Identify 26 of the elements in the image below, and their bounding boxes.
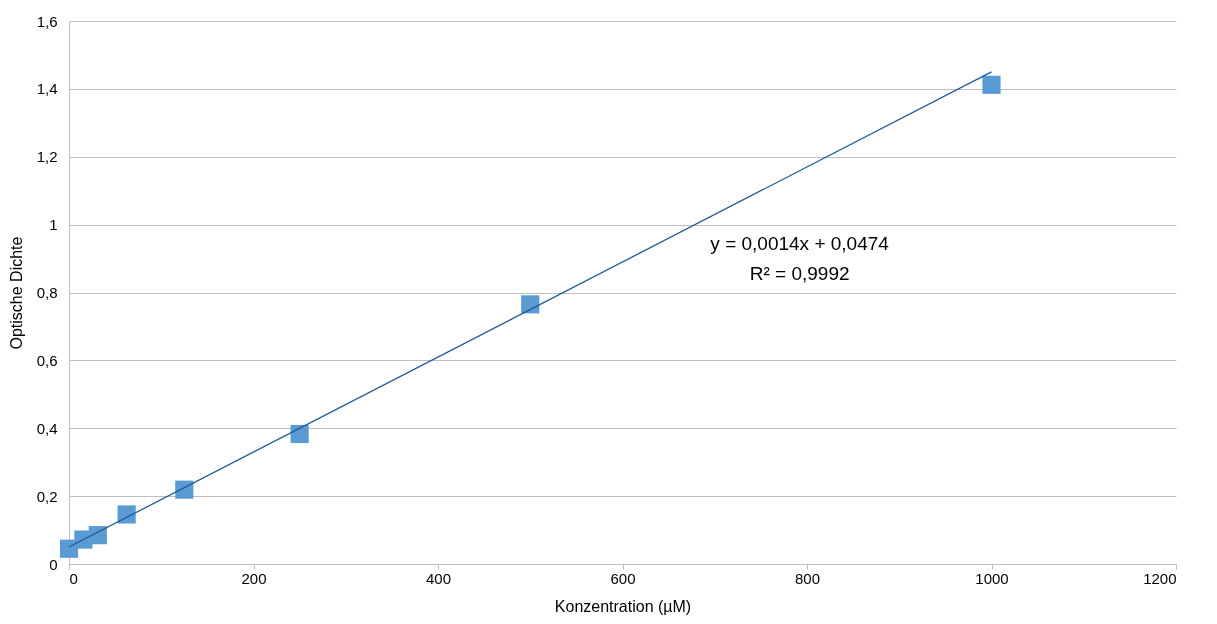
x-tick-label: 200 — [241, 569, 267, 587]
point — [117, 505, 136, 524]
y-axis-title: Optische Dichte — [7, 236, 25, 350]
point — [982, 75, 1001, 94]
point — [88, 526, 107, 545]
y-tick-label: 0 — [49, 555, 58, 573]
y-tick-label: 1 — [49, 216, 58, 234]
y-tick-label: 1,4 — [36, 80, 58, 98]
annotation: R² = 0,9992 — [749, 262, 850, 284]
point — [290, 424, 309, 444]
y-tick-label: 1,2 — [36, 148, 58, 166]
point — [521, 295, 540, 314]
x-tick-label: 400 — [425, 569, 452, 587]
y-tick-label: 0,8 — [36, 284, 58, 301]
annotation: y = 0,0014x + 0,0474 — [710, 232, 890, 254]
y-tick-label: 0,2 — [36, 487, 58, 505]
x-tick-label: 1200 — [1143, 569, 1177, 587]
x-tick-label: 800 — [794, 569, 821, 587]
y-tick-label: 0,4 — [36, 419, 58, 437]
y-tick-label: 0,6 — [36, 351, 58, 369]
x-axis-title: Konzentration (µM) — [554, 597, 692, 615]
y-tick-label: 1,6 — [36, 12, 58, 30]
x-tick-label: 0 — [69, 569, 78, 587]
point — [175, 480, 194, 499]
x-tick-label: 1000 — [975, 569, 1009, 587]
x-tick-label: 600 — [610, 569, 636, 587]
